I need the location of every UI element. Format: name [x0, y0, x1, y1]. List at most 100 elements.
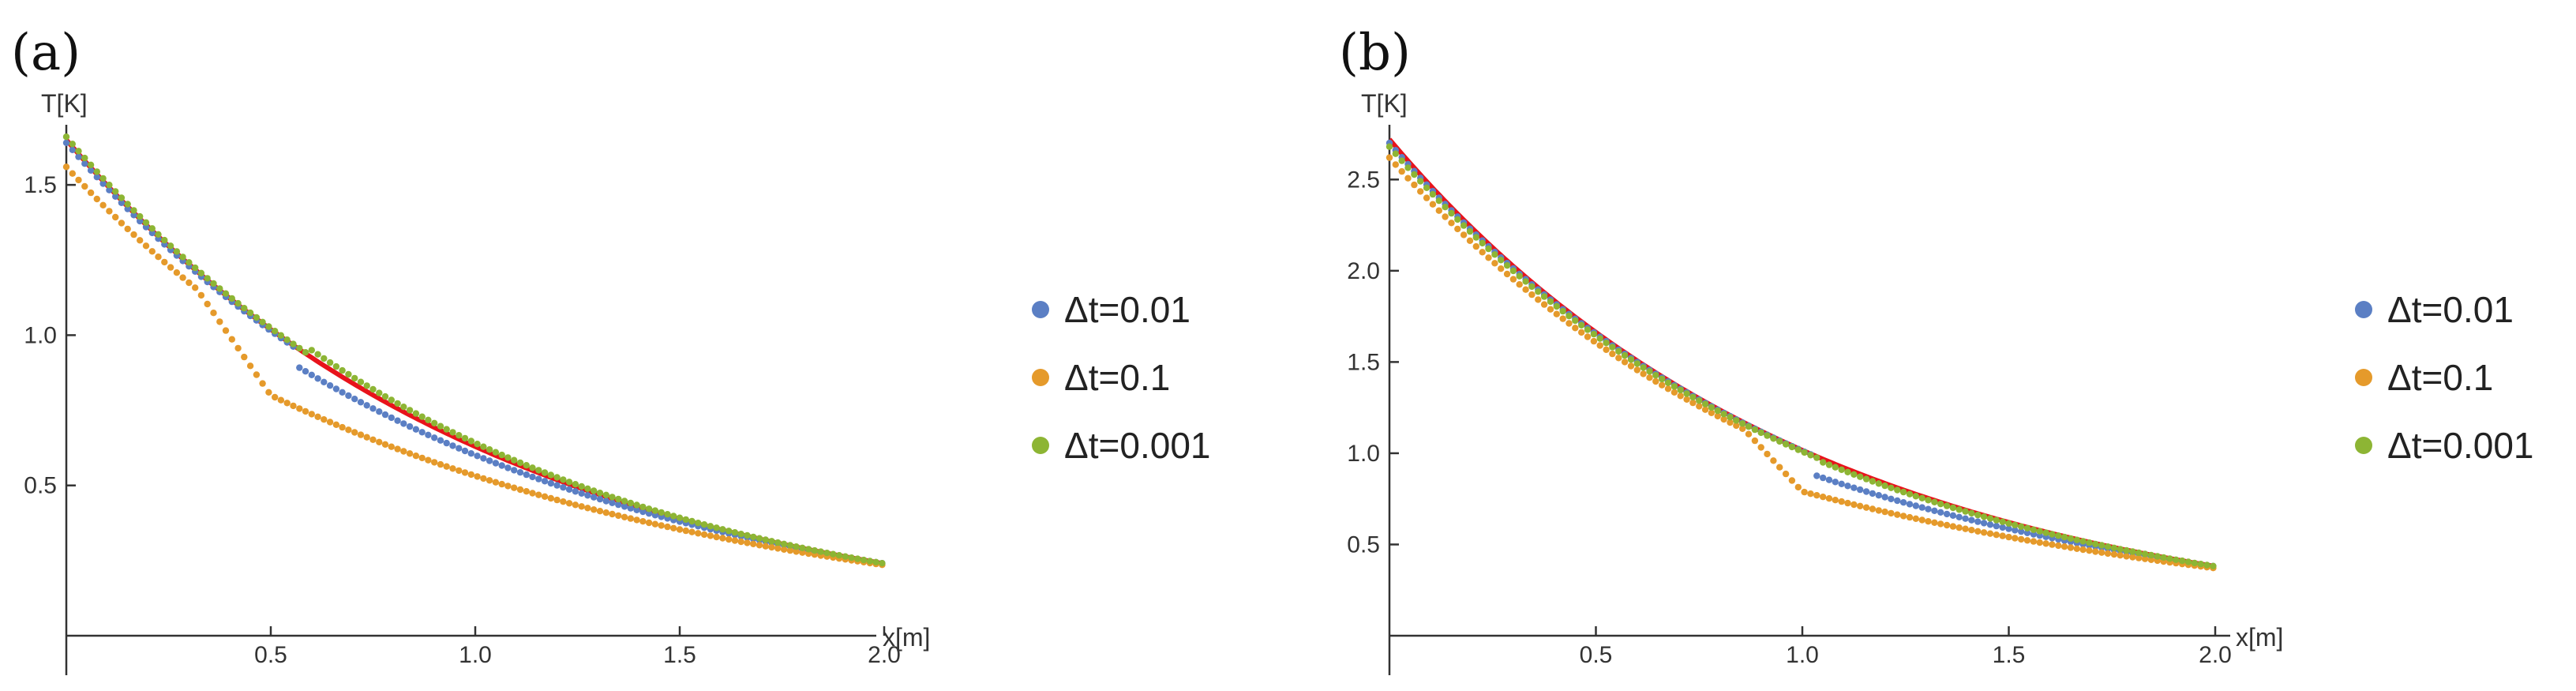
point-b-s0-84 — [1906, 501, 1914, 508]
point-a-s1-81 — [560, 498, 567, 505]
data-points-b — [1385, 139, 2217, 572]
point-a-s1-74 — [516, 486, 524, 494]
point-a-s2-53 — [388, 396, 395, 404]
point-a-s2-87 — [596, 490, 604, 497]
point-a-s1-24 — [210, 310, 217, 317]
point-a-s1-13 — [142, 242, 150, 250]
panel-b: (b) T[K] x[m] 0.5 1.0 1.5 2.0 0.5 1.0 1.5 2.0 2.… — [1339, 24, 2533, 675]
point-a-s1-98 — [664, 523, 671, 531]
point-b-s2-129 — [2184, 558, 2192, 565]
point-a-s2-4 — [87, 161, 95, 168]
point-a-s2-32 — [259, 318, 266, 325]
point-b-s2-94 — [1968, 509, 1975, 517]
point-b-s1-87 — [1925, 518, 1932, 525]
point-a-s0-94 — [639, 508, 647, 516]
point-b-s2-51 — [1701, 400, 1709, 407]
point-a-s2-40 — [308, 347, 315, 354]
point-a-s2-51 — [376, 389, 383, 396]
point-a-s2-15 — [155, 231, 162, 238]
point-b-s1-2 — [1398, 167, 1405, 175]
point-b-s2-98 — [1993, 516, 2000, 524]
point-a-s0-69 — [486, 457, 493, 464]
point-b-s0-97 — [1986, 521, 1994, 528]
point-b-s1-50 — [1696, 403, 1703, 410]
point-a-s2-36 — [283, 336, 291, 344]
point-b-s1-100 — [2005, 533, 2012, 541]
point-b-s2-127 — [2173, 556, 2180, 563]
point-a-s1-58 — [418, 454, 426, 462]
y-tick-label-b-2: 1.5 — [1347, 349, 1380, 375]
point-b-s1-55 — [1727, 419, 1734, 426]
point-b-s1-57 — [1739, 425, 1746, 432]
point-a-s2-79 — [547, 471, 554, 479]
legend-label-dt-0-01-b: Δt=0.01 — [2387, 289, 2514, 330]
point-a-s0-1 — [69, 146, 77, 153]
point-b-s2-70 — [1820, 459, 1827, 466]
y-axis-label-a: T[K] — [41, 89, 88, 118]
point-a-s1-65 — [461, 469, 469, 476]
point-a-s2-99 — [670, 513, 677, 520]
point-a-s2-38 — [296, 344, 303, 352]
point-b-s1-9 — [1442, 213, 1449, 220]
point-a-s0-73 — [511, 467, 518, 474]
point-a-s0-48 — [357, 399, 365, 406]
point-b-s0-75 — [1850, 484, 1858, 491]
point-a-s0-65 — [461, 447, 469, 455]
point-b-s1-8 — [1435, 207, 1443, 214]
point-b-s2-14 — [1472, 234, 1480, 241]
point-b-s0-80 — [1881, 494, 1888, 501]
point-b-s1-25 — [1540, 301, 1548, 308]
point-b-s2-67 — [1801, 449, 1808, 456]
point-a-s2-114 — [762, 536, 769, 543]
point-b-s2-18 — [1498, 257, 1505, 264]
point-b-s2-29 — [1565, 312, 1573, 320]
point-a-s1-82 — [565, 500, 573, 507]
point-a-s1-22 — [197, 291, 205, 299]
point-a-s0-5 — [93, 174, 101, 181]
reference-curve-b — [1387, 137, 2216, 569]
point-a-s1-100 — [676, 526, 684, 533]
point-a-s1-83 — [572, 501, 579, 509]
point-b-s2-59 — [1751, 426, 1759, 434]
y-tick-label-b-4: 2.5 — [1347, 167, 1380, 193]
point-b-s1-116 — [2104, 550, 2112, 558]
point-a-s2-54 — [394, 400, 401, 407]
point-b-s2-43 — [1652, 372, 1659, 379]
point-b-s2-107 — [2049, 531, 2056, 538]
point-a-s0-10 — [124, 205, 131, 212]
point-b-s2-121 — [2135, 549, 2143, 557]
point-a-s2-56 — [406, 407, 414, 414]
point-a-s2-73 — [511, 456, 518, 464]
point-a-s1-113 — [756, 542, 763, 549]
point-b-s1-32 — [1584, 333, 1592, 340]
point-b-s0-85 — [1912, 502, 1919, 509]
point-a-s1-45 — [339, 423, 346, 431]
point-b-s2-50 — [1696, 397, 1703, 404]
point-b-s1-108 — [2055, 542, 2062, 550]
point-a-s2-44 — [332, 362, 340, 370]
point-a-s1-97 — [658, 522, 665, 529]
point-a-s1-14 — [148, 248, 156, 255]
point-a-s2-84 — [578, 483, 585, 490]
point-b-s1-118 — [2117, 552, 2124, 559]
point-b-s1-106 — [2042, 540, 2049, 547]
point-b-s1-38 — [1621, 359, 1629, 366]
point-b-s2-61 — [1764, 432, 1771, 439]
point-a-s1-88 — [602, 509, 609, 516]
point-a-s2-90 — [615, 495, 622, 503]
point-b-s1-120 — [2129, 554, 2136, 561]
point-a-s1-12 — [137, 237, 144, 244]
point-b-s2-110 — [2067, 535, 2075, 543]
point-a-s2-68 — [480, 443, 487, 450]
point-a-s1-25 — [216, 318, 223, 325]
y-axis-label-b: T[K] — [1361, 89, 1408, 118]
point-a-s1-89 — [609, 510, 616, 518]
point-b-s0-90 — [1943, 510, 1951, 518]
point-b-s0-96 — [1980, 520, 1988, 527]
point-a-s0-44 — [332, 385, 340, 392]
point-a-s2-3 — [81, 154, 88, 162]
point-b-s2-100 — [2005, 520, 2012, 527]
point-a-s0-4 — [87, 167, 95, 174]
point-b-s1-31 — [1578, 329, 1585, 336]
point-b-s2-60 — [1757, 429, 1764, 437]
